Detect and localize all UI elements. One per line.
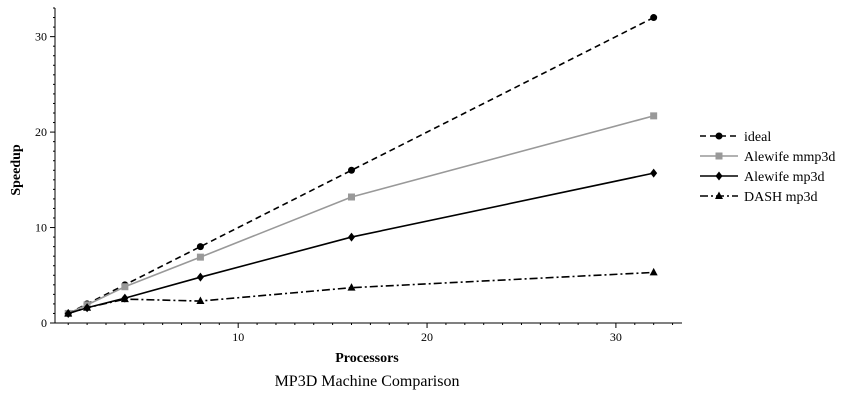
data-point-ideal (650, 14, 658, 22)
data-point-alewife-mmp3d (196, 253, 204, 261)
series-layer (64, 14, 658, 318)
legend-label-ideal: ideal (744, 130, 771, 145)
series-line-dash-mp3d (67, 271, 654, 315)
legend-marker-alewife-mmp3d (715, 152, 723, 160)
series-dash-mp3d (64, 267, 658, 317)
legend-marker-ideal (715, 132, 723, 140)
series-line-alewife-mmp3d (67, 115, 654, 315)
data-point-dash-mp3d (347, 283, 356, 291)
legend-marker-alewife-mp3d (715, 171, 723, 181)
x-axis-title: Processors (335, 351, 399, 366)
legend-marker-dash-mp3d (715, 191, 723, 199)
series-alewife-mp3d (64, 168, 658, 318)
data-point-alewife-mp3d (196, 272, 204, 282)
y-tick-label: 20 (35, 125, 47, 139)
legend-label-alewife-mp3d: Alewife mp3d (744, 170, 824, 185)
legend-label-dash-mp3d: DASH mp3d (744, 190, 818, 205)
data-point-ideal (348, 166, 356, 174)
y-tick-label: 10 (35, 221, 47, 235)
data-point-dash-mp3d (120, 294, 129, 303)
x-tick-label: 20 (421, 330, 433, 344)
legend-item-dash-mp3d: DASH mp3d (700, 190, 818, 205)
data-point-alewife-mmp3d (650, 112, 658, 120)
data-point-alewife-mp3d (650, 168, 658, 178)
legend: ideal Alewife mmp3d Alewife mp3d DASH mp3d (700, 130, 835, 205)
legend-item-alewife-mp3d: Alewife mp3d (700, 170, 824, 185)
legend-label-alewife-mmp3d: Alewife mmp3d (744, 150, 835, 165)
data-point-alewife-mmp3d (348, 193, 356, 201)
y-tick-label: 30 (35, 30, 47, 44)
series-ideal (64, 14, 658, 317)
data-point-dash-mp3d (649, 267, 658, 276)
axes: 0 10 20 30 10 20 30 (35, 7, 682, 344)
data-point-dash-mp3d (64, 308, 73, 317)
data-point-alewife-mp3d (348, 232, 356, 242)
legend-item-alewife-mmp3d: Alewife mmp3d (700, 150, 835, 165)
chart-title: MP3D Machine Comparison (275, 373, 460, 390)
series-alewife-mmp3d (64, 112, 658, 317)
series-line-ideal (67, 16, 655, 315)
x-tick-label: 10 (232, 330, 244, 344)
y-tick-label: 0 (41, 316, 47, 330)
legend-item-ideal: ideal (700, 130, 771, 145)
data-point-dash-mp3d (196, 296, 205, 305)
x-tick-label: 30 (610, 330, 622, 344)
data-point-ideal (196, 243, 204, 251)
data-point-dash-mp3d (83, 303, 92, 311)
y-axis-title: Speedup (9, 144, 24, 196)
data-point-alewife-mmp3d (121, 283, 129, 291)
